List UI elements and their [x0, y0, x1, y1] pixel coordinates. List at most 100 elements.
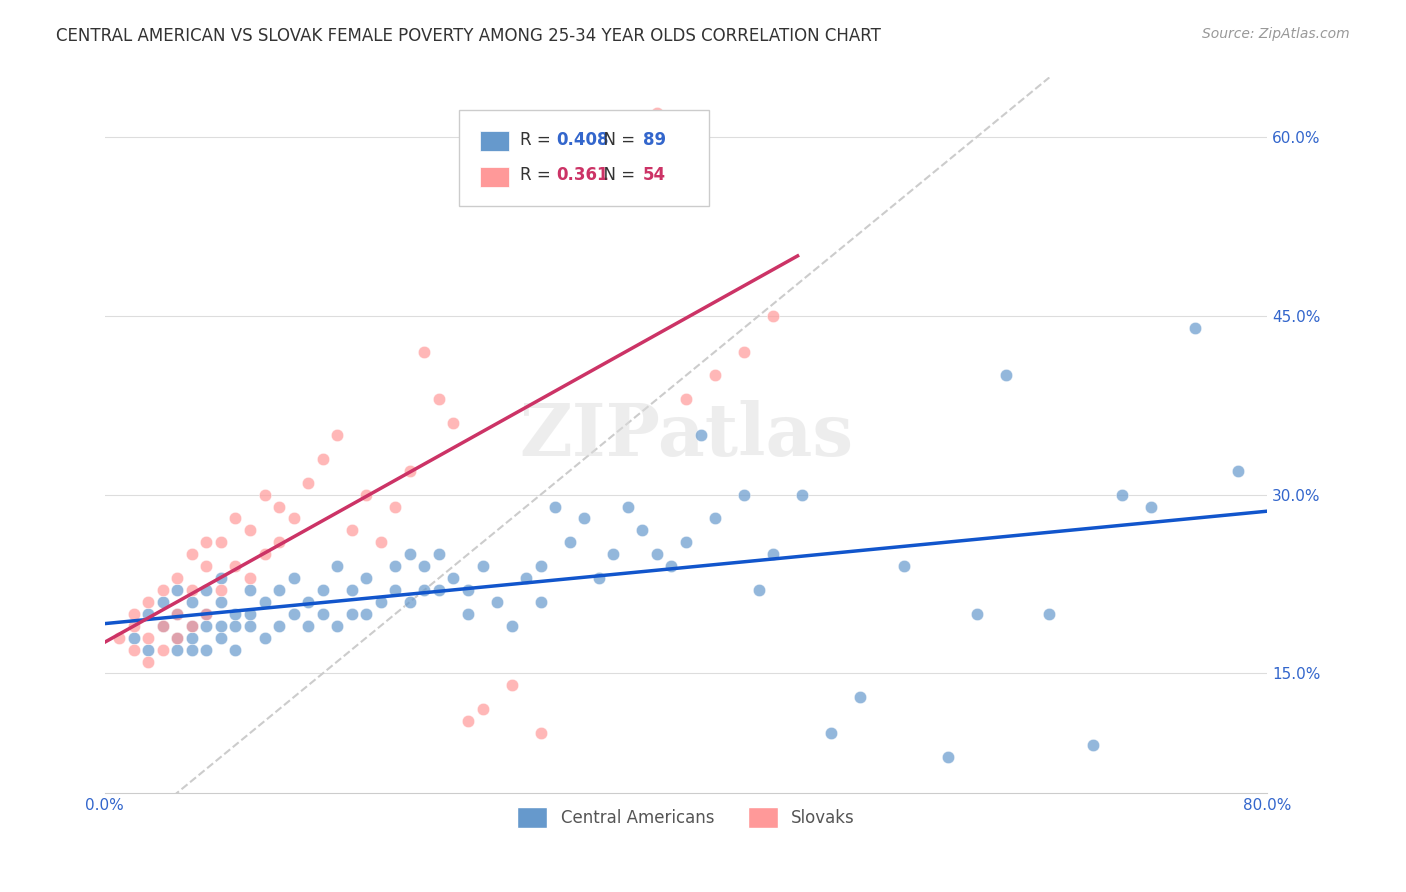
Text: Source: ZipAtlas.com: Source: ZipAtlas.com [1202, 27, 1350, 41]
Point [239, 582, 262, 597]
Point [413, 344, 436, 359]
Point [340, 524, 363, 538]
Point [122, 619, 145, 633]
Point [399, 464, 422, 478]
Point [1111, 488, 1133, 502]
Point [122, 642, 145, 657]
Point [427, 582, 450, 597]
Point [1227, 464, 1250, 478]
Point [457, 582, 479, 597]
Point [994, 368, 1017, 383]
Point [224, 559, 246, 574]
Point [166, 607, 188, 621]
Point [209, 571, 232, 585]
Point [574, 511, 596, 525]
Point [283, 511, 305, 525]
Point [224, 642, 246, 657]
Point [340, 607, 363, 621]
Point [209, 619, 232, 633]
Point [209, 595, 232, 609]
Point [166, 571, 188, 585]
Point [283, 607, 305, 621]
Point [457, 714, 479, 728]
Text: R =: R = [520, 167, 561, 185]
Point [311, 607, 333, 621]
Point [588, 571, 610, 585]
Point [136, 595, 159, 609]
Point [267, 535, 290, 549]
Text: 89: 89 [643, 130, 666, 149]
Point [239, 524, 262, 538]
Point [820, 726, 842, 740]
Point [166, 631, 188, 645]
Point [297, 619, 319, 633]
Point [1038, 607, 1060, 621]
Point [180, 547, 202, 561]
Point [631, 524, 654, 538]
Point [1184, 320, 1206, 334]
Text: CENTRAL AMERICAN VS SLOVAK FEMALE POVERTY AMONG 25-34 YEAR OLDS CORRELATION CHAR: CENTRAL AMERICAN VS SLOVAK FEMALE POVERT… [56, 27, 882, 45]
Point [326, 619, 349, 633]
Point [617, 500, 640, 514]
Point [195, 559, 218, 574]
Point [311, 451, 333, 466]
Point [283, 571, 305, 585]
Point [136, 607, 159, 621]
Point [762, 547, 785, 561]
Point [544, 500, 567, 514]
Point [195, 582, 218, 597]
FancyBboxPatch shape [481, 131, 509, 151]
Point [936, 750, 959, 764]
Point [195, 619, 218, 633]
Point [588, 178, 610, 192]
Point [152, 619, 174, 633]
Point [356, 488, 378, 502]
Text: R =: R = [520, 130, 555, 149]
FancyBboxPatch shape [481, 167, 509, 186]
Point [253, 631, 276, 645]
Point [966, 607, 988, 621]
Point [661, 559, 683, 574]
Point [326, 559, 349, 574]
Point [413, 582, 436, 597]
Point [152, 642, 174, 657]
Point [195, 607, 218, 621]
Point [427, 392, 450, 407]
Point [602, 547, 624, 561]
Point [384, 500, 406, 514]
Point [443, 416, 465, 430]
Point [384, 582, 406, 597]
Point [239, 619, 262, 633]
Point [297, 475, 319, 490]
Point [267, 582, 290, 597]
Point [166, 607, 188, 621]
Point [501, 619, 523, 633]
Point [136, 642, 159, 657]
Point [122, 631, 145, 645]
Point [267, 500, 290, 514]
Point [530, 726, 553, 740]
Text: 0.361: 0.361 [555, 167, 609, 185]
Point [180, 642, 202, 657]
Point [471, 559, 494, 574]
Point [180, 631, 202, 645]
Point [253, 595, 276, 609]
Text: N =: N = [593, 167, 640, 185]
Point [733, 344, 755, 359]
Point [195, 642, 218, 657]
Text: N =: N = [593, 130, 640, 149]
Point [253, 488, 276, 502]
Point [122, 607, 145, 621]
Point [370, 535, 392, 549]
Point [152, 582, 174, 597]
Point [311, 582, 333, 597]
Point [893, 559, 915, 574]
Point [253, 547, 276, 561]
Point [675, 392, 697, 407]
Point [224, 511, 246, 525]
Point [762, 309, 785, 323]
Point [136, 631, 159, 645]
Point [224, 619, 246, 633]
Point [326, 428, 349, 442]
Point [180, 582, 202, 597]
